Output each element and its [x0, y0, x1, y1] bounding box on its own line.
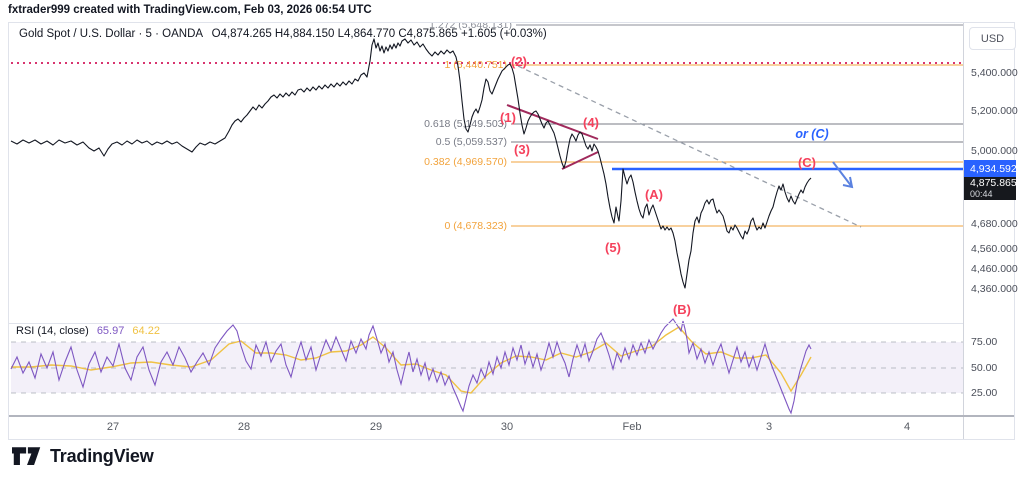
- chart-widget: 1.272 (5,648.131) 1 (5,440.751) 0.618 (5,1…: [8, 22, 1018, 440]
- alt-wave-label[interactable]: or (C): [795, 127, 828, 141]
- time-tick: 30: [500, 421, 514, 433]
- price-scale-separator: [963, 23, 964, 439]
- fib-label: 0 (4,678.323): [445, 220, 507, 232]
- time-tick: 27: [106, 421, 120, 433]
- time-tick: 28: [237, 421, 251, 433]
- price-tick: 4,460.000: [971, 263, 1018, 275]
- time-tick: 29: [369, 421, 383, 433]
- time-tick: Feb: [622, 421, 642, 433]
- attribution-text: fxtrader999 created with TradingView.com…: [8, 4, 372, 16]
- last-price-badge: 4,875.865 00:44: [964, 177, 1017, 200]
- chart-legend: Gold Spot / U.S. Dollar · 5 · OANDA O4,8…: [19, 28, 547, 40]
- bar-countdown: 00:44: [970, 189, 993, 199]
- pane-separator[interactable]: [9, 323, 963, 324]
- elliott-wave-label[interactable]: (5): [605, 240, 621, 255]
- price-tick: 4,560.000: [971, 243, 1018, 255]
- elliott-wave-label[interactable]: (A): [645, 187, 663, 202]
- projection-arrow: [832, 161, 854, 189]
- rsi-tick: 75.00: [971, 336, 998, 348]
- elliott-wave-label[interactable]: (1): [500, 110, 516, 125]
- symbol-title[interactable]: Gold Spot / U.S. Dollar · 5 · OANDA: [19, 28, 203, 40]
- rsi-smooth-series: [11, 326, 812, 394]
- elliott-wave-label[interactable]: (2): [511, 54, 527, 69]
- price-tick: 4,680.000: [971, 218, 1018, 230]
- descending-trendline: [517, 65, 862, 228]
- currency-toggle-button[interactable]: USD: [969, 27, 1016, 50]
- price-tick: 5,000.000: [971, 145, 1018, 157]
- wedge-line: [506, 104, 599, 140]
- time-tick: 3: [765, 421, 773, 433]
- elliott-wave-label[interactable]: (C): [798, 155, 816, 170]
- wedge-line: [561, 151, 599, 170]
- rsi-tick: 25.00: [971, 387, 998, 399]
- elliott-wave-label[interactable]: (B): [673, 302, 691, 317]
- rsi-legend: RSI (14, close) 65.97 64.22: [16, 325, 160, 337]
- time-tick: 4: [903, 421, 911, 433]
- price-tick: 5,200.000: [971, 105, 1018, 117]
- rsi-value-main: 65.97: [96, 325, 125, 337]
- fib-label: 1 (5,440.751): [445, 59, 507, 71]
- elliott-wave-label[interactable]: (4): [583, 115, 599, 130]
- tradingview-brand-text: TradingView: [50, 446, 154, 466]
- fib-label: 0.382 (4,969.570): [424, 156, 507, 168]
- rsi-main-series: [10, 318, 812, 415]
- fib-label: 0.5 (5,059.537): [436, 136, 507, 148]
- rsi-title[interactable]: RSI (14, close): [16, 325, 89, 337]
- rsi-tick: 50.00: [971, 362, 998, 374]
- time-axis-separator: [9, 415, 1014, 417]
- fib-label: 1.272 (5,648.131): [429, 23, 512, 31]
- ohlc-values: O4,874.265 H4,884.150 L4,864.770 C4,875.…: [211, 28, 547, 40]
- price-line-series: [10, 38, 812, 289]
- rsi-value-smooth: 64.22: [132, 325, 160, 337]
- tradingview-attribution[interactable]: TradingView: [12, 446, 154, 467]
- level-price-badge: 4,934.592: [964, 160, 1017, 177]
- elliott-wave-label[interactable]: (3): [514, 142, 530, 157]
- tradingview-logo-icon: [12, 446, 41, 465]
- price-tick: 4,360.000: [971, 283, 1018, 295]
- main-chart-canvas[interactable]: 1.272 (5,648.131)1 (5,440.751)0.618 (5,1…: [9, 23, 1016, 439]
- price-tick: 5,400.000: [971, 67, 1018, 79]
- last-price-value: 4,875.865: [970, 177, 1017, 189]
